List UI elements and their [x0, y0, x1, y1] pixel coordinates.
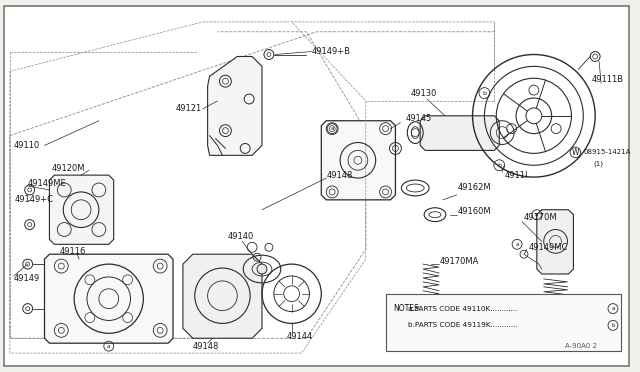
Text: 49130: 49130: [410, 89, 436, 97]
Polygon shape: [321, 121, 396, 200]
Polygon shape: [49, 175, 114, 244]
Text: a: a: [330, 126, 334, 131]
Text: 49140: 49140: [227, 232, 253, 241]
Text: 49149+C: 49149+C: [15, 195, 54, 204]
Text: 4911I: 4911I: [504, 171, 528, 180]
Polygon shape: [45, 254, 173, 343]
Text: b: b: [497, 163, 501, 168]
Text: 49148: 49148: [326, 171, 353, 180]
Text: 49170MA: 49170MA: [440, 257, 479, 266]
Text: 49145: 49145: [405, 114, 431, 123]
Text: 49116: 49116: [60, 247, 86, 256]
Text: (1): (1): [593, 160, 603, 167]
Text: 49149: 49149: [14, 275, 40, 283]
Polygon shape: [420, 116, 499, 150]
Text: NOTES:: NOTES:: [394, 304, 422, 313]
Text: 49110: 49110: [14, 141, 40, 150]
Text: a: a: [611, 306, 614, 311]
Bar: [385, 294, 621, 351]
Text: a: a: [515, 242, 519, 247]
Text: b: b: [611, 323, 614, 328]
Text: 49149+B: 49149+B: [312, 47, 351, 56]
Circle shape: [257, 264, 267, 274]
Text: a: a: [107, 344, 111, 349]
Text: 08915-1421A: 08915-1421A: [583, 150, 630, 155]
Polygon shape: [537, 210, 573, 274]
Text: 49120M: 49120M: [51, 164, 85, 173]
Text: b: b: [483, 90, 486, 96]
Polygon shape: [207, 57, 262, 155]
Text: 49160M: 49160M: [458, 207, 492, 216]
Text: 49121: 49121: [176, 105, 202, 113]
Text: b.PARTS CODE 49119K............: b.PARTS CODE 49119K............: [408, 323, 518, 328]
Text: 49111B: 49111B: [591, 75, 623, 84]
Text: 49149MC: 49149MC: [529, 243, 568, 252]
Text: 49162M: 49162M: [458, 183, 492, 192]
Text: A-90A0 2: A-90A0 2: [566, 343, 598, 349]
Text: 49144: 49144: [287, 332, 313, 341]
Text: W: W: [572, 148, 579, 157]
Text: a.PARTS CODE 49110K............: a.PARTS CODE 49110K............: [408, 305, 518, 312]
Text: a: a: [535, 212, 539, 217]
Polygon shape: [183, 254, 262, 338]
Text: 49170M: 49170M: [524, 213, 557, 222]
Text: 49149ME: 49149ME: [28, 179, 67, 187]
Text: 49148: 49148: [193, 341, 219, 351]
